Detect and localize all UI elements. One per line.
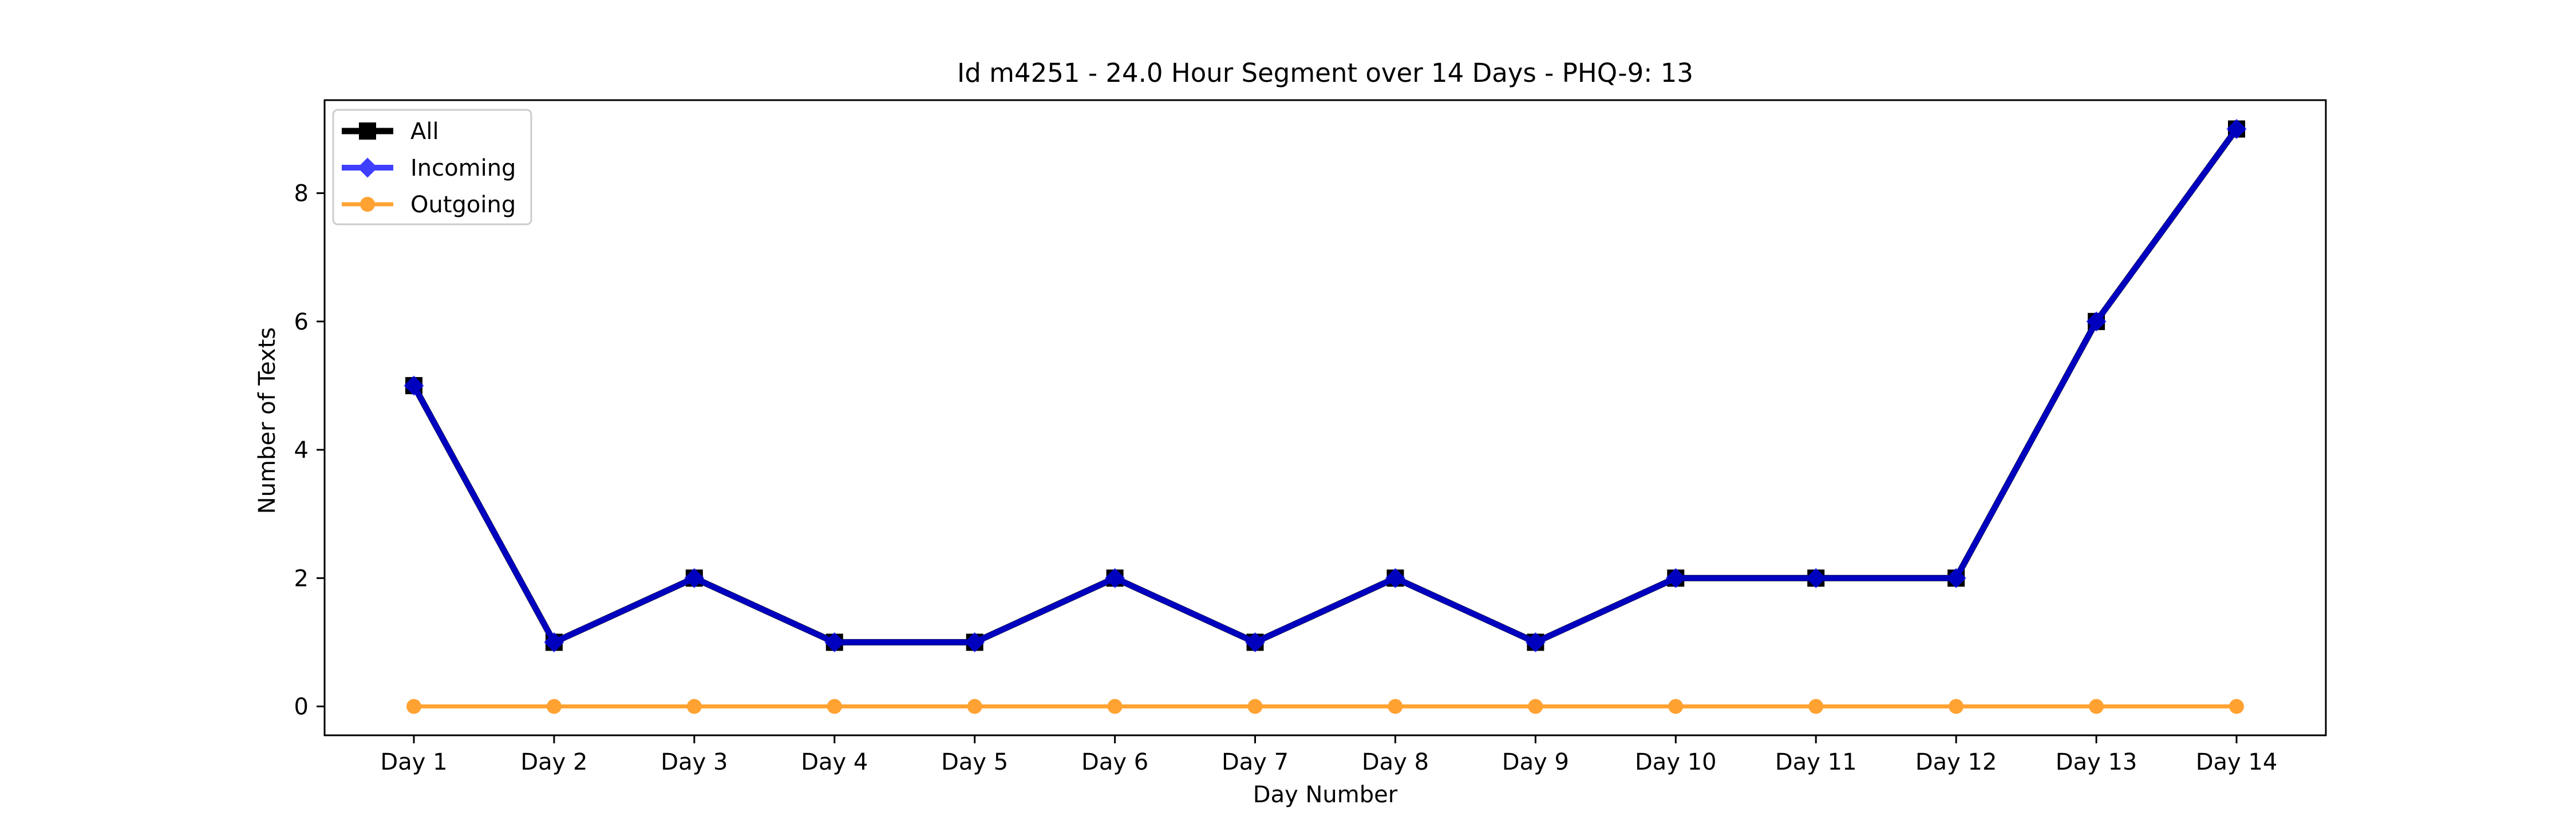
- x-tick-label: Day 9: [1502, 749, 1569, 775]
- x-tick-label: Day 14: [2196, 749, 2278, 775]
- x-tick-label: Day 7: [1222, 749, 1289, 775]
- data-point-incoming: [2086, 311, 2107, 332]
- legend-marker-all: [359, 122, 376, 140]
- y-tick-label: 2: [294, 565, 309, 592]
- x-tick-label: Day 2: [520, 749, 587, 775]
- plot-frame: [323, 99, 2327, 736]
- x-tick-label: Day 1: [380, 749, 447, 775]
- data-point-outgoing: [1949, 699, 1964, 714]
- data-point-incoming: [1525, 632, 1546, 652]
- data-point-outgoing: [1388, 699, 1403, 714]
- data-point-incoming: [1385, 568, 1406, 588]
- legend-marker-outgoing: [360, 197, 375, 212]
- plot-area: Day 1 Day 2 Day 3 Day 4 Day 5 Day 6 Day 7 Day 8…: [294, 118, 2278, 775]
- x-tick-label: Day 4: [801, 749, 868, 775]
- x-tick-label: Day 6: [1081, 749, 1148, 775]
- x-tick-label: Day 11: [1775, 749, 1857, 775]
- data-point-outgoing: [1528, 699, 1543, 714]
- y-axis-label: Number of Texts: [254, 327, 280, 514]
- x-tick-label: Day 12: [1915, 749, 1997, 775]
- data-point-outgoing: [1107, 699, 1123, 714]
- data-point-outgoing: [1668, 699, 1684, 714]
- data-point-outgoing: [686, 699, 702, 714]
- data-point-outgoing: [2229, 699, 2244, 714]
- data-point-incoming: [684, 568, 705, 588]
- legend-box: [332, 109, 532, 225]
- data-point-incoming: [1946, 568, 1966, 588]
- data-point-incoming: [824, 632, 845, 652]
- y-tick-label: 6: [294, 309, 309, 335]
- y-tick-label: 8: [294, 181, 309, 207]
- chart-title: Id m4251 - 24.0 Hour Segment over 14 Day…: [957, 58, 1693, 88]
- data-point-outgoing: [827, 699, 842, 714]
- legend-marker-incoming: [357, 157, 378, 178]
- legend-swatch-outgoing: [342, 197, 393, 212]
- data-point-outgoing: [546, 699, 562, 714]
- legend: All Incoming Outgoing: [332, 109, 532, 225]
- x-tick-label: Day 3: [661, 749, 728, 775]
- data-point-incoming: [1105, 568, 1125, 588]
- y-tick-label: 0: [294, 694, 309, 720]
- series-line-incoming: [411, 126, 2239, 645]
- y-tick-label: 4: [294, 437, 309, 464]
- data-point-outgoing: [1808, 699, 1824, 714]
- x-tick-label: Day 5: [941, 749, 1008, 775]
- x-tick-label: Day 13: [2056, 749, 2138, 775]
- x-axis-label: Day Number: [1253, 782, 1398, 808]
- data-point-incoming: [1244, 632, 1266, 652]
- data-point-outgoing: [967, 699, 982, 714]
- legend-swatch-all: [342, 122, 393, 140]
- legend-label-all: All: [410, 118, 439, 145]
- data-point-incoming: [544, 632, 564, 652]
- series-incoming: [404, 118, 2247, 652]
- data-point-outgoing: [2089, 699, 2104, 714]
- data-point-incoming: [1805, 568, 1826, 588]
- legend-label-incoming: Incoming: [410, 155, 516, 181]
- data-point-incoming: [1665, 568, 1686, 588]
- data-point-incoming: [404, 375, 424, 396]
- data-point-outgoing: [406, 699, 421, 714]
- series-outgoing: [406, 699, 2244, 714]
- legend-swatch-incoming: [342, 157, 393, 178]
- data-point-incoming: [2226, 118, 2247, 140]
- legend-label-outgoing: Outgoing: [410, 192, 516, 218]
- series-all: [405, 120, 2245, 651]
- x-tick-label: Day 10: [1635, 749, 1717, 775]
- data-point-outgoing: [1247, 699, 1263, 714]
- x-tick-label: Day 8: [1362, 749, 1429, 775]
- data-point-incoming: [965, 632, 985, 652]
